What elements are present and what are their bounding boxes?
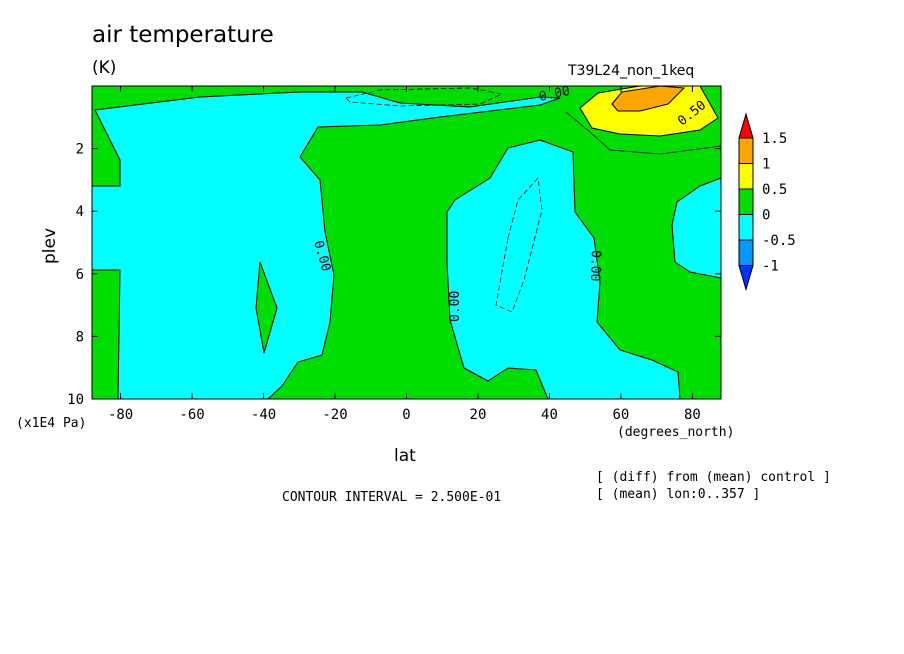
- x-axis-units: (degrees_north): [617, 425, 735, 440]
- x-tick-label: 20: [470, 407, 487, 423]
- colorbar-bin: [738, 239, 754, 266]
- colorbar-level-label: 1.5: [762, 131, 787, 147]
- contour-label: 0.00: [587, 250, 603, 282]
- colorbar-bin: [738, 188, 754, 215]
- x-tick-label: 0: [402, 407, 410, 423]
- colorbar-level-label: 0: [762, 208, 770, 224]
- y-tick-label: 6: [76, 267, 84, 283]
- negative-region-north-polar: [671, 177, 721, 279]
- colorbar-level-label: 0.5: [762, 182, 787, 198]
- negative-region-southern: [92, 91, 561, 399]
- colorbar-arrow-top: [738, 112, 754, 139]
- y-axis: 2 4 6 8 10: [67, 142, 721, 408]
- contour-label: 0.00: [538, 84, 572, 105]
- negative-region-north-subtropics: [446, 139, 681, 399]
- y-tick-label: 2: [76, 142, 84, 158]
- y-tick-label: 8: [76, 329, 84, 345]
- colorbar-bin: [738, 137, 754, 164]
- chart-units: (K): [92, 58, 117, 78]
- chart-title: air temperature: [92, 22, 274, 48]
- dashed-contour-north: [495, 177, 543, 313]
- colorbar-arrow-bottom: [738, 265, 754, 292]
- contour-interval: CONTOUR INTERVAL = 2.500E-01: [282, 490, 502, 505]
- x-tick-label: -20: [322, 407, 347, 423]
- colorbar-level-label: -1: [762, 259, 779, 275]
- y-tick-label: 10: [67, 392, 84, 408]
- x-tick-label: -80: [108, 407, 133, 423]
- warm-region-yellow: [579, 86, 719, 137]
- x-tick-label: -40: [251, 407, 276, 423]
- contour-line-0.25: [565, 111, 721, 155]
- colorbar-level-label: -0.5: [762, 233, 796, 249]
- note-diff: [ (diff) from (mean) control ]: [596, 470, 831, 485]
- x-axis-label: lat: [394, 446, 416, 466]
- colorbar: 1.5 1 0.5 0 -0.5 -1: [738, 112, 796, 292]
- x-tick-label: 40: [541, 407, 558, 423]
- warm-region-orange: [611, 86, 686, 112]
- contour-label: 0.00: [448, 291, 463, 322]
- colorbar-bin: [738, 214, 754, 241]
- x-tick-label: -60: [179, 407, 204, 423]
- colorbar-level-label: 1: [762, 157, 770, 173]
- x-tick-label: 80: [684, 407, 701, 423]
- warm-patch-south: [255, 261, 278, 354]
- x-axis: -80 -60 -40 -20 0 20 40 60 80: [108, 86, 701, 423]
- y-axis-label: plev: [40, 227, 61, 265]
- y-axis-units: (x1E4 Pa): [16, 416, 87, 431]
- x-tick-label: 60: [613, 407, 630, 423]
- note-mean: [ (mean) lon:0..357 ]: [596, 487, 761, 502]
- y-tick-label: 4: [76, 204, 84, 220]
- dashed-contour-upper: [345, 87, 504, 107]
- run-label: T39L24_non_1keq: [568, 63, 695, 79]
- colorbar-bin: [738, 163, 754, 190]
- contour-fill-group: 0.00 0.00 0.00 0.00 0.50: [92, 84, 721, 399]
